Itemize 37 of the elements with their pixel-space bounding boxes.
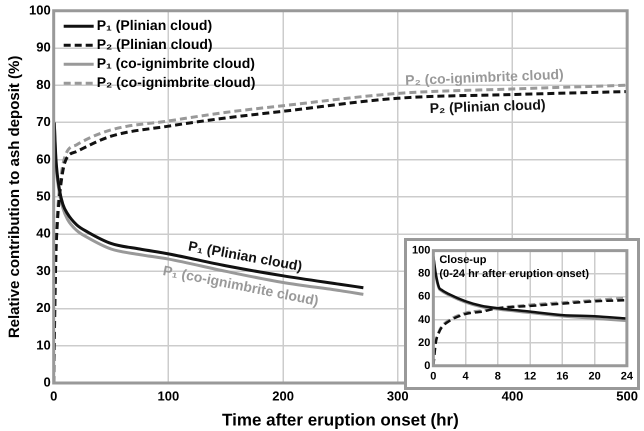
y-tick-label: 30 [36, 262, 51, 278]
y-tick-label: 50 [36, 188, 51, 204]
y-tick-label: 80 [36, 76, 51, 92]
x-tick-label: 500 [616, 388, 638, 404]
y-tick-label: 80 [418, 268, 430, 280]
annotation: (0-24 hr after eruption onset) [439, 268, 590, 280]
annotation: P₂ (co-ignimbrite cloud) [404, 66, 564, 88]
x-tick-label: 8 [494, 370, 501, 382]
x-tick-label: 20 [588, 370, 601, 382]
y-tick-label: 40 [418, 314, 430, 326]
x-tick-label: 100 [158, 388, 180, 404]
x-tick-label: 200 [272, 388, 294, 404]
y-axis-title: Relative contribution to ash deposit (%) [6, 56, 24, 338]
x-tick-label: 4 [462, 370, 470, 382]
x-axis-title: Time after eruption onset (hr) [222, 410, 459, 430]
y-tick-label: 20 [418, 336, 430, 349]
legend-label: P₂ (Plinian cloud) [96, 36, 213, 52]
y-tick-label: 10 [36, 337, 51, 352]
annotation: P₂ (Plinian cloud) [429, 96, 546, 116]
y-tick-label: 20 [36, 300, 51, 316]
y-tick-label: 70 [36, 114, 51, 130]
x-tick-label: 24 [620, 370, 634, 382]
y-tick-label: 60 [418, 290, 430, 303]
legend-label: P₁ (co-ignimbrite cloud) [96, 55, 255, 72]
y-tick-label: 60 [36, 151, 51, 166]
annotation: Close-up [439, 254, 487, 266]
y-tick-label: 100 [28, 2, 51, 18]
y-tick-label: 90 [36, 40, 51, 55]
y-tick-label: 40 [36, 226, 51, 241]
x-tick-label: 400 [502, 388, 524, 404]
x-tick-label: 16 [556, 370, 568, 382]
x-tick-label: 12 [524, 370, 536, 382]
x-tick-label: 300 [386, 388, 409, 404]
legend-label: P₁ (Plinian cloud) [96, 17, 212, 34]
y-tick-label: 0 [424, 360, 430, 372]
y-tick-label: 100 [412, 244, 430, 257]
legend-label: P₂ (co-ignimbrite cloud) [96, 74, 256, 90]
